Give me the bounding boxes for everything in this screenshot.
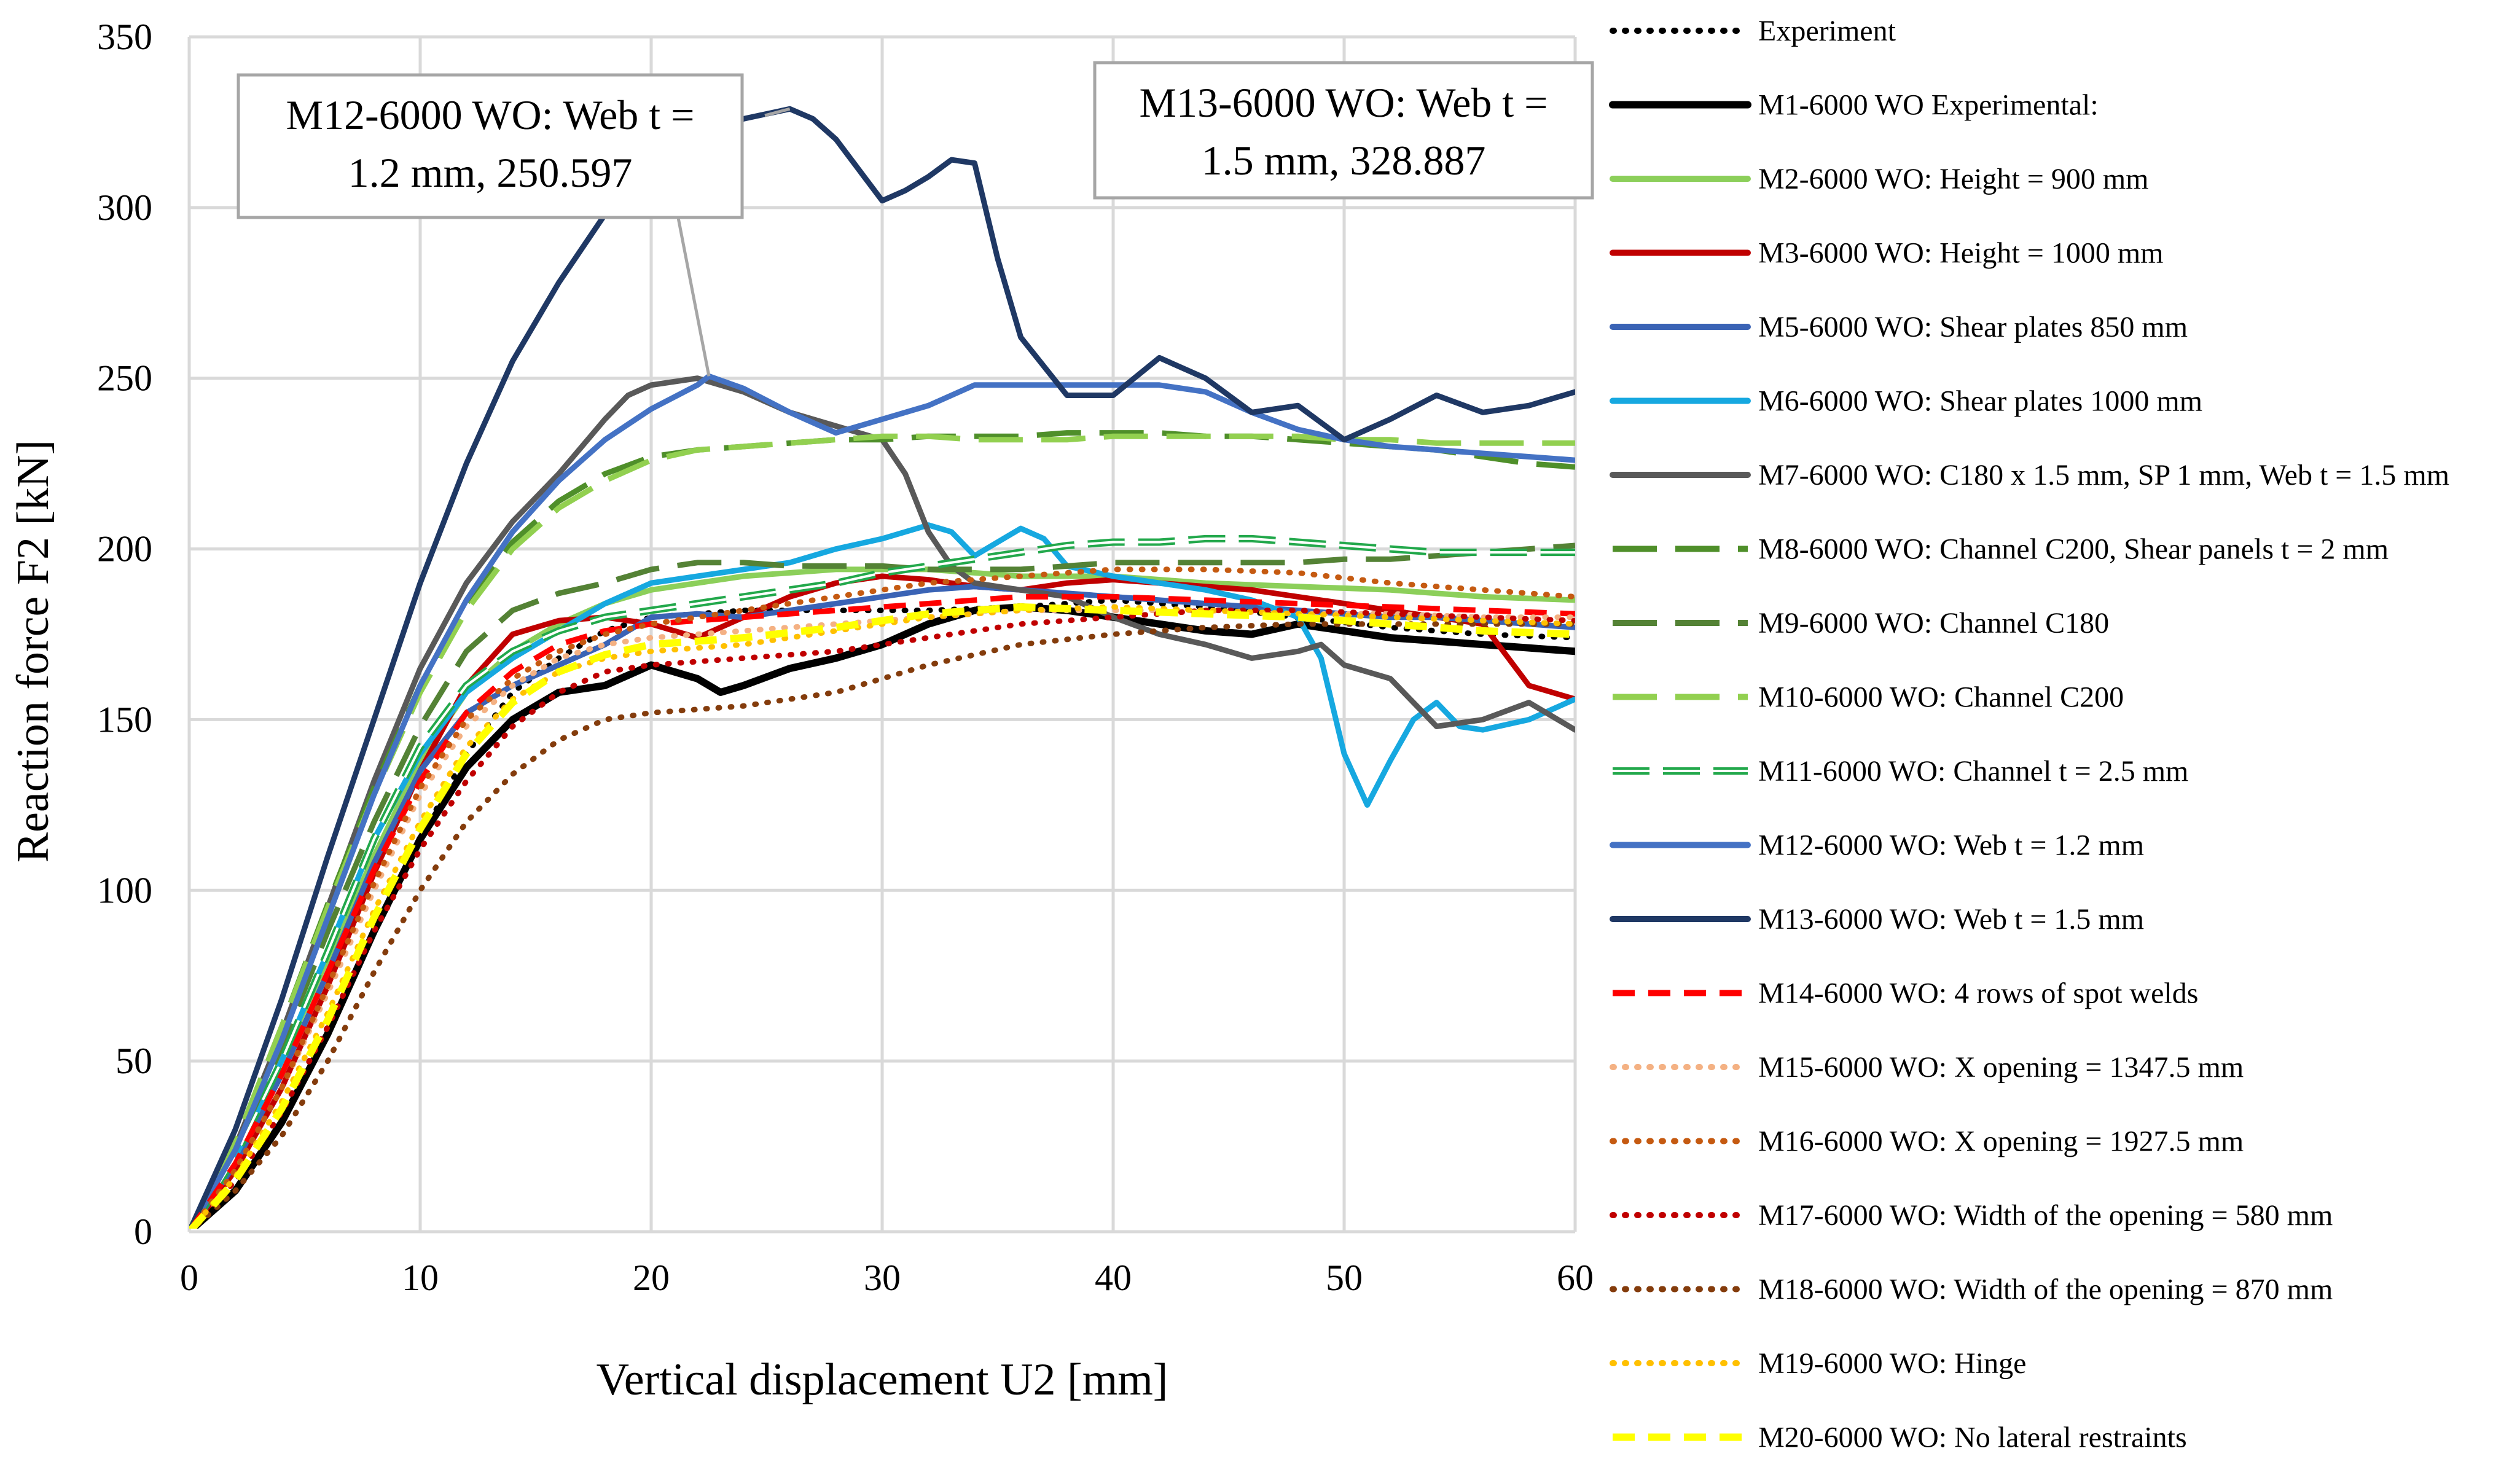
y-tick-label: 50 <box>115 1041 152 1081</box>
series-line <box>189 373 1575 1229</box>
callout-line-1: M13-6000 WO: Web t = <box>1140 79 1548 126</box>
y-tick-label: 100 <box>97 870 152 910</box>
series-line-path <box>189 603 1575 1229</box>
callouts: M12-6000 WO: Web t = 1.2 mm, 250.597 M13-6… <box>237 61 1594 377</box>
series-line <box>189 106 1575 1229</box>
legend-label: M7-6000 WO: C180 x 1.5 mm, SP 1 mm, Web … <box>1758 459 2449 491</box>
legend-item: M15-6000 WO: X opening = 1347.5 mm <box>1610 1051 2244 1084</box>
callout-box <box>1093 61 1594 200</box>
series-line-path <box>189 584 1575 1229</box>
legend-label: M18-6000 WO: Width of the opening = 870 … <box>1758 1273 2333 1306</box>
series-line-path <box>189 608 1575 1229</box>
x-tick-label: 50 <box>1326 1258 1363 1298</box>
legend-label: M8-6000 WO: Channel C200, Shear panels t… <box>1758 533 2389 566</box>
y-axis-title: Reaction force F2 [kN] <box>8 440 58 862</box>
y-tick-label: 150 <box>97 699 152 740</box>
series-line <box>189 566 1575 1229</box>
callout-leader <box>764 107 791 117</box>
legend-item: M18-6000 WO: Width of the opening = 870 … <box>1610 1273 2333 1306</box>
legend-label: M10-6000 WO: Channel C200 <box>1758 681 2124 714</box>
legend-label: M5-6000 WO: Shear plates 850 mm <box>1758 311 2188 343</box>
series-line <box>189 375 1575 1229</box>
y-tick-label: 350 <box>97 17 152 57</box>
callout-leader <box>674 205 711 377</box>
legend-label: M20-6000 WO: No lateral restraints <box>1758 1422 2187 1454</box>
series-line-path <box>189 603 1575 1229</box>
series-line-path <box>189 608 1575 1229</box>
legend-item: M19-6000 WO: Hinge <box>1610 1347 2026 1380</box>
legend-label: M9-6000 WO: Channel C180 <box>1758 607 2109 640</box>
tick-labels: 0 50 100 150 200 250 300 350 0 10 20 30 40 50 60 <box>97 17 1594 1298</box>
series-line-path <box>189 566 1575 1229</box>
legend-label: M11-6000 WO: Channel t = 2.5 mm <box>1758 755 2188 788</box>
series-line <box>189 534 1575 1229</box>
callout: M13-6000 WO: Web t = 1.5 mm, 328.887 <box>764 61 1594 200</box>
legend-item: M16-6000 WO: X opening = 1927.5 mm <box>1610 1125 2244 1158</box>
x-tick-label: 40 <box>1095 1258 1132 1298</box>
legend-item: M14-6000 WO: 4 rows of spot welds <box>1613 977 2198 1010</box>
series-lines <box>189 106 1575 1229</box>
series-line <box>189 542 1575 1229</box>
x-tick-label: 30 <box>864 1258 901 1298</box>
legend-label: M19-6000 WO: Hinge <box>1758 1347 2026 1380</box>
legend-item: M2-6000 WO: Height = 900 mm <box>1610 163 2148 195</box>
legend-label: M1-6000 WO Experimental: <box>1758 89 2099 122</box>
legend-label: M17-6000 WO: Width of the opening = 580 … <box>1758 1199 2333 1232</box>
legend-item: M12-6000 WO: Web t = 1.2 mm <box>1610 829 2144 862</box>
legend-item: M7-6000 WO: C180 x 1.5 mm, SP 1 mm, Web … <box>1610 459 2449 491</box>
y-tick-label: 0 <box>134 1211 152 1252</box>
callout-line-2: 1.2 mm, 250.597 <box>348 149 633 196</box>
series-line-inner <box>189 537 1575 1229</box>
legend-label: M13-6000 WO: Web t = 1.5 mm <box>1758 903 2144 936</box>
series-line <box>189 603 1575 1229</box>
legend-item: M3-6000 WO: Height = 1000 mm <box>1610 237 2163 270</box>
series-line-path <box>189 542 1575 1229</box>
legend-item: Experiment <box>1610 15 1896 47</box>
legend-item: M5-6000 WO: Shear plates 850 mm <box>1610 311 2188 343</box>
legend: Experiment M1-6000 WO Experimental: M2-600… <box>1609 15 2449 1454</box>
series-line-path <box>189 375 1575 1229</box>
legend-item: M10-6000 WO: Channel C200 <box>1613 681 2124 714</box>
legend-label: M16-6000 WO: X opening = 1927.5 mm <box>1758 1125 2244 1158</box>
legend-label: M12-6000 WO: Web t = 1.2 mm <box>1758 829 2144 862</box>
y-tick-label: 250 <box>97 358 152 399</box>
callout-line-2: 1.5 mm, 328.887 <box>1202 137 1486 184</box>
series-line <box>189 566 1575 1229</box>
x-axis-title: Vertical displacement U2 [mm] <box>597 1355 1168 1405</box>
legend-label: M3-6000 WO: Height = 1000 mm <box>1758 237 2163 270</box>
legend-label: M6-6000 WO: Shear plates 1000 mm <box>1758 385 2202 418</box>
legend-label: M2-6000 WO: Height = 900 mm <box>1758 163 2148 195</box>
x-tick-label: 10 <box>402 1258 439 1298</box>
legend-item: M1-6000 WO Experimental: <box>1609 89 2099 122</box>
legend-item: M13-6000 WO: Web t = 1.5 mm <box>1610 903 2144 936</box>
series-line-path <box>189 522 1575 1229</box>
legend-item: M9-6000 WO: Channel C180 <box>1613 607 2109 640</box>
x-tick-label: 20 <box>633 1258 670 1298</box>
series-line-path <box>189 106 1575 1229</box>
x-tick-label: 0 <box>180 1258 198 1298</box>
y-tick-label: 300 <box>97 187 152 228</box>
legend-label: M15-6000 WO: X opening = 1347.5 mm <box>1758 1051 2244 1084</box>
legend-item: M8-6000 WO: Channel C200, Shear panels t… <box>1613 533 2389 566</box>
series-line <box>189 608 1575 1229</box>
legend-item: M20-6000 WO: No lateral restraints <box>1613 1422 2187 1454</box>
legend-item: M6-6000 WO: Shear plates 1000 mm <box>1610 385 2202 418</box>
callout: M12-6000 WO: Web t = 1.2 mm, 250.597 <box>237 73 744 377</box>
y-tick-label: 200 <box>97 529 152 569</box>
legend-label: Experiment <box>1758 15 1896 47</box>
legend-item: M11-6000 WO: Channel t = 2.5 mm <box>1613 755 2188 788</box>
series-line <box>189 584 1575 1229</box>
series-line-path <box>189 566 1575 1229</box>
series-line <box>189 608 1575 1229</box>
series-line <box>189 603 1575 1229</box>
series-line <box>189 522 1575 1229</box>
series-line-path <box>189 373 1575 1229</box>
legend-label: M14-6000 WO: 4 rows of spot welds <box>1758 977 2198 1010</box>
x-tick-label: 60 <box>1557 1258 1594 1298</box>
legend-item: M17-6000 WO: Width of the opening = 580 … <box>1610 1199 2333 1232</box>
callout-line-1: M12-6000 WO: Web t = <box>286 92 695 138</box>
callout-box <box>237 73 744 219</box>
